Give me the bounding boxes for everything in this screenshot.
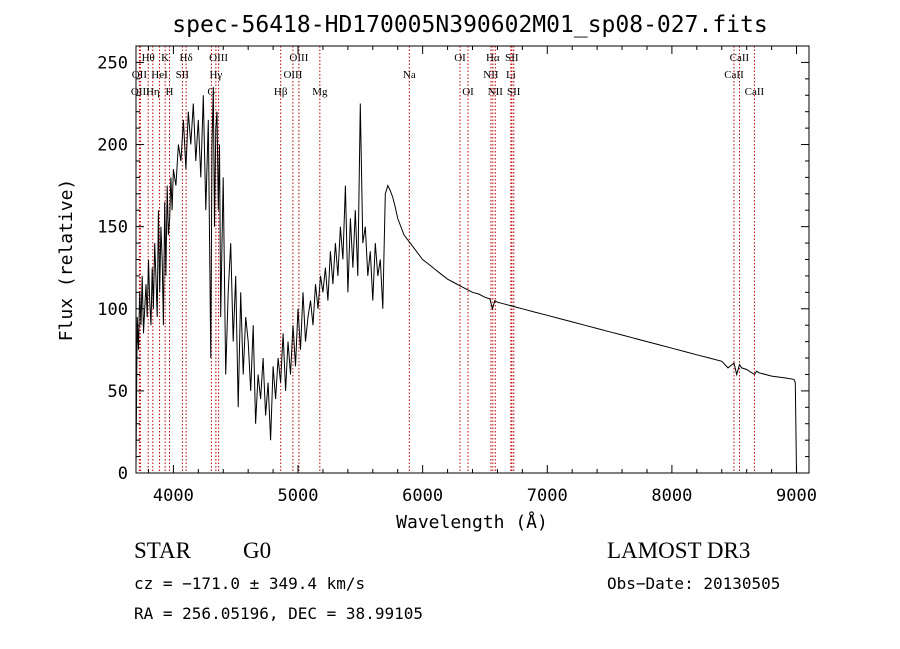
line-label-8: Hδ — [180, 52, 193, 64]
line-label-15: Mg — [312, 86, 328, 98]
line-label-27: CaII — [745, 86, 765, 98]
x-axis-ticks: 4000 5000 6000 7000 8000 9000 — [147, 46, 817, 506]
x-tick-label-2: 6000 — [402, 486, 443, 506]
y-tick-label-3: 150 — [97, 218, 128, 238]
line-label-26: CaII — [730, 52, 750, 64]
y-tick-label-4: 200 — [97, 136, 128, 156]
y-axis-label: Flux (relative) — [56, 179, 77, 342]
line-label-21: NII — [488, 86, 504, 98]
spectral-subclass: G0 — [243, 538, 272, 563]
line-label-10: Hγ — [209, 69, 222, 81]
x-tick-label-0: 4000 — [153, 486, 194, 506]
line-label-5: K — [161, 52, 169, 64]
line-label-17: OI — [454, 52, 466, 64]
line-label-11: OIII — [209, 52, 228, 64]
line-label-23: SII — [505, 52, 519, 64]
x-tick-label-3: 7000 — [527, 486, 568, 506]
line-label-12: Hβ — [274, 86, 288, 98]
line-label-22: Li — [506, 69, 516, 81]
line-label-7: SII — [176, 69, 190, 81]
plot-frame — [135, 45, 810, 474]
observation-date: Obs−Date: 20130505 — [607, 574, 781, 593]
x-tick-label-5: 9000 — [776, 486, 817, 506]
y-tick-label-5: 250 — [97, 53, 128, 73]
y-tick-label-2: 100 — [97, 300, 128, 320]
y-tick-label-0: 0 — [118, 464, 128, 484]
y-tick-label-1: 50 — [108, 382, 128, 402]
redshift-cz: cz = −171.0 ± 349.4 km/s — [134, 574, 366, 593]
line-label-16: Na — [403, 69, 416, 81]
line-label-4: HeI — [151, 69, 168, 81]
line-label-9: G — [207, 86, 215, 98]
x-tick-label-4: 8000 — [651, 486, 692, 506]
x-axis-label: Wavelength (Å) — [396, 511, 548, 533]
spectrum-line — [135, 87, 797, 474]
chart-title: spec-56418-HD170005N390602M01_sp08-027.f… — [172, 12, 767, 38]
line-label-24: SII — [507, 86, 521, 98]
survey-name: LAMOST DR3 — [607, 538, 751, 563]
emission-line-labels: OIIOIIIHθHηHeIKHSIIHδGHγOIIIHβOIIIOIIIMg… — [131, 52, 765, 98]
line-label-3: Hη — [146, 86, 160, 98]
line-label-19: NII — [483, 69, 499, 81]
y-axis-ticks: 0 50 100 150 200 250 — [97, 53, 809, 484]
line-label-13: OIII — [283, 69, 302, 81]
ra-dec: RA = 256.05196, DEC = 38.99105 — [134, 604, 423, 623]
object-class: STAR — [134, 538, 191, 563]
line-label-20: Hα — [486, 52, 500, 64]
line-label-6: H — [166, 86, 174, 98]
line-label-18: OI — [462, 86, 474, 98]
line-label-2: Hθ — [142, 52, 155, 64]
line-label-14: OIII — [289, 52, 308, 64]
x-tick-label-1: 5000 — [278, 486, 319, 506]
line-label-25: CaII — [724, 69, 744, 81]
emission-line-markers — [138, 46, 755, 473]
